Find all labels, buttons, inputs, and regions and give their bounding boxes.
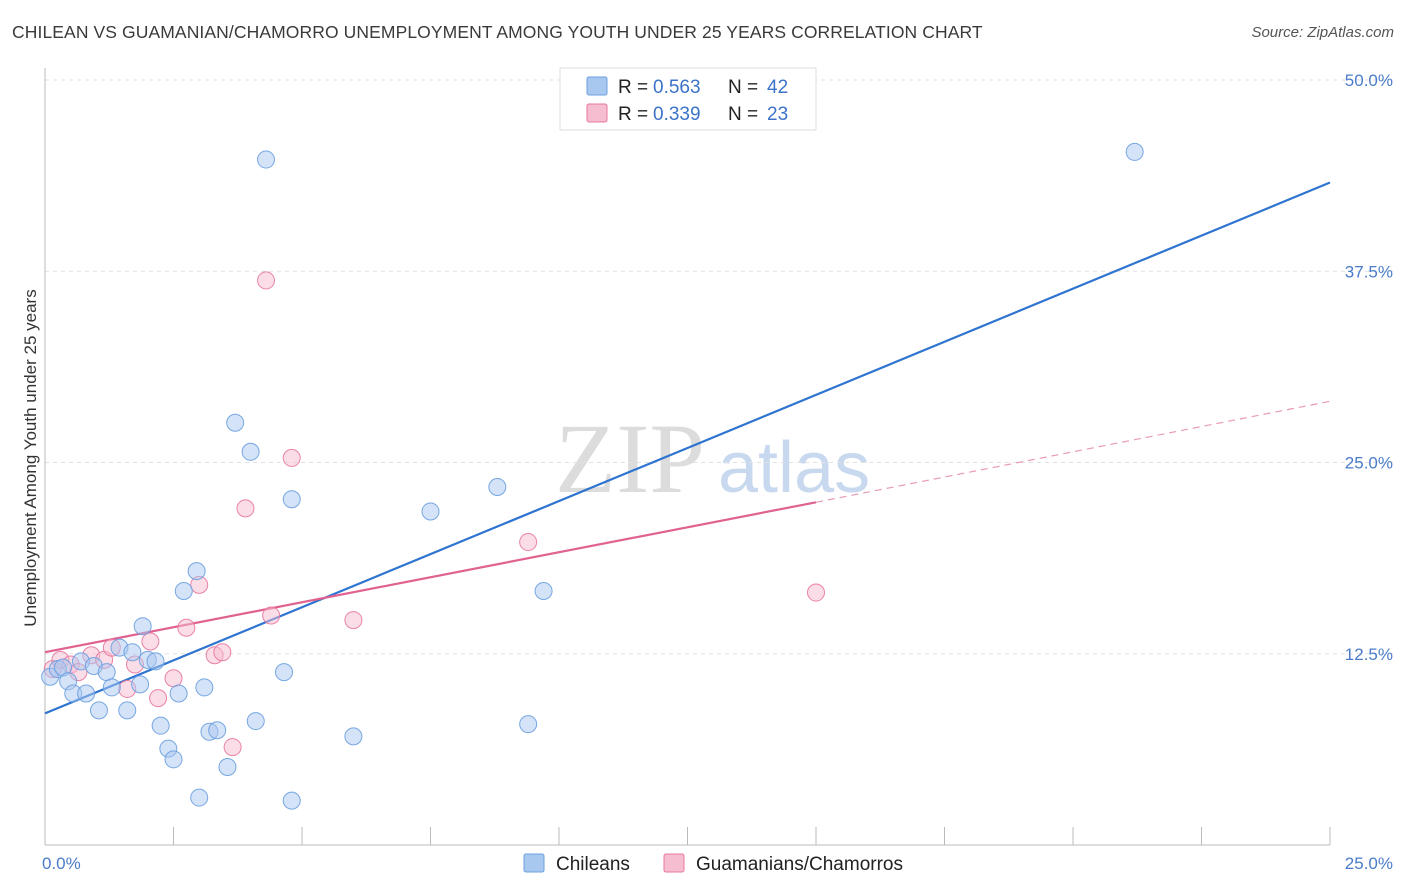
chilean-point: [282, 791, 301, 810]
legend-swatch-chileans: [586, 76, 608, 96]
trend-lines: [44, 181, 1331, 715]
chilean-point: [519, 715, 538, 734]
guamanian-point: [141, 632, 160, 651]
legend-r-value-chileans: 0.563: [653, 77, 701, 98]
guamanian-point: [149, 689, 168, 708]
x-tick-label: 25.0%: [1345, 854, 1393, 873]
chilean-point: [534, 582, 553, 601]
chilean-point: [174, 582, 193, 601]
legend-n-value-guamanians: 23: [767, 104, 788, 125]
bottom-legend-swatch-guamanians: [663, 853, 685, 873]
y-tick-label: 50.0%: [1345, 71, 1393, 90]
guamanian-point: [257, 271, 276, 290]
legend-r-label-guamanians: R =: [618, 104, 648, 125]
chilean-point: [123, 643, 142, 662]
chilean-point: [241, 442, 260, 461]
legend-r-label-chileans: R =: [618, 77, 648, 98]
legend-n-label-chileans: N =: [728, 77, 758, 98]
chilean-point: [118, 701, 137, 720]
guamanian-point: [164, 669, 183, 688]
x-tick-labels: 0.0% 25.0%: [42, 854, 1393, 873]
chilean-point: [275, 663, 294, 682]
y-tick-labels: 12.5% 25.0% 37.5% 50.0%: [1345, 71, 1393, 664]
chilean-point: [131, 675, 150, 694]
chart-title: CHILEAN VS GUAMANIAN/CHAMORRO UNEMPLOYME…: [12, 22, 983, 42]
chilean-point: [164, 750, 183, 769]
legend-swatch-guamanians: [586, 103, 608, 123]
chart-source: Source: ZipAtlas.com: [1251, 24, 1394, 41]
trend-line-chileans: [44, 181, 1331, 715]
y-tick-label: 37.5%: [1345, 262, 1393, 281]
legend-bottom: Chileans Guamanians/Chamorros: [523, 853, 903, 875]
guamanian-point: [519, 533, 538, 552]
guamanian-point: [807, 583, 825, 602]
guamanian-point: [344, 611, 363, 630]
guamanian-point: [223, 738, 242, 757]
trend-line-guamanians-extension: [815, 400, 1331, 503]
chilean-point: [282, 490, 301, 509]
y-tick-label: 12.5%: [1345, 645, 1393, 664]
bottom-legend-swatch-chileans: [523, 853, 545, 873]
chilean-point: [169, 684, 188, 703]
chilean-point: [195, 678, 214, 697]
gridlines: [45, 79, 1395, 655]
chilean-point: [218, 757, 237, 776]
chilean-point: [102, 678, 121, 697]
x-axis-ticks: [44, 827, 1331, 845]
chilean-point: [208, 721, 227, 740]
chilean-point: [190, 788, 209, 807]
watermark-atlas: atlas: [718, 428, 870, 508]
chilean-point: [146, 652, 165, 671]
bottom-legend-label-chileans: Chileans: [556, 854, 630, 875]
chilean-point: [77, 684, 96, 703]
legend-n-value-chileans: 42: [767, 77, 788, 98]
chilean-point: [187, 562, 206, 581]
guamanian-point: [262, 606, 281, 625]
chilean-point: [97, 663, 116, 682]
chilean-point: [246, 712, 265, 731]
guamanian-point: [213, 643, 232, 662]
x-tick-label: 0.0%: [42, 854, 81, 873]
chilean-point: [344, 727, 363, 746]
chilean-point: [421, 502, 440, 521]
guamanian-point: [177, 618, 196, 637]
guamanian-point: [236, 499, 255, 518]
chilean-point: [151, 716, 170, 735]
legend-top: R = 0.563 N = 42 R = 0.339 N = 23: [559, 67, 817, 131]
chilean-point: [257, 150, 276, 169]
legend-n-label-guamanians: N =: [728, 104, 758, 125]
legend-r-value-guamanians: 0.339: [653, 104, 701, 125]
chilean-point: [133, 617, 152, 636]
y-tick-label: 25.0%: [1345, 454, 1393, 473]
chilean-point: [1125, 142, 1144, 161]
watermark-zip: ZIP: [555, 403, 705, 514]
y-axis-label: Unemployment Among Youth under 25 years: [21, 289, 40, 626]
chilean-point: [89, 701, 108, 720]
chilean-point: [226, 413, 245, 432]
chilean-point: [488, 477, 507, 496]
guamanian-point: [282, 448, 301, 467]
data-points: [41, 142, 1144, 810]
trend-line-guamanians: [44, 501, 817, 654]
bottom-legend-label-guamanians: Guamanians/Chamorros: [696, 854, 903, 875]
watermark: ZIP atlas: [555, 403, 870, 514]
